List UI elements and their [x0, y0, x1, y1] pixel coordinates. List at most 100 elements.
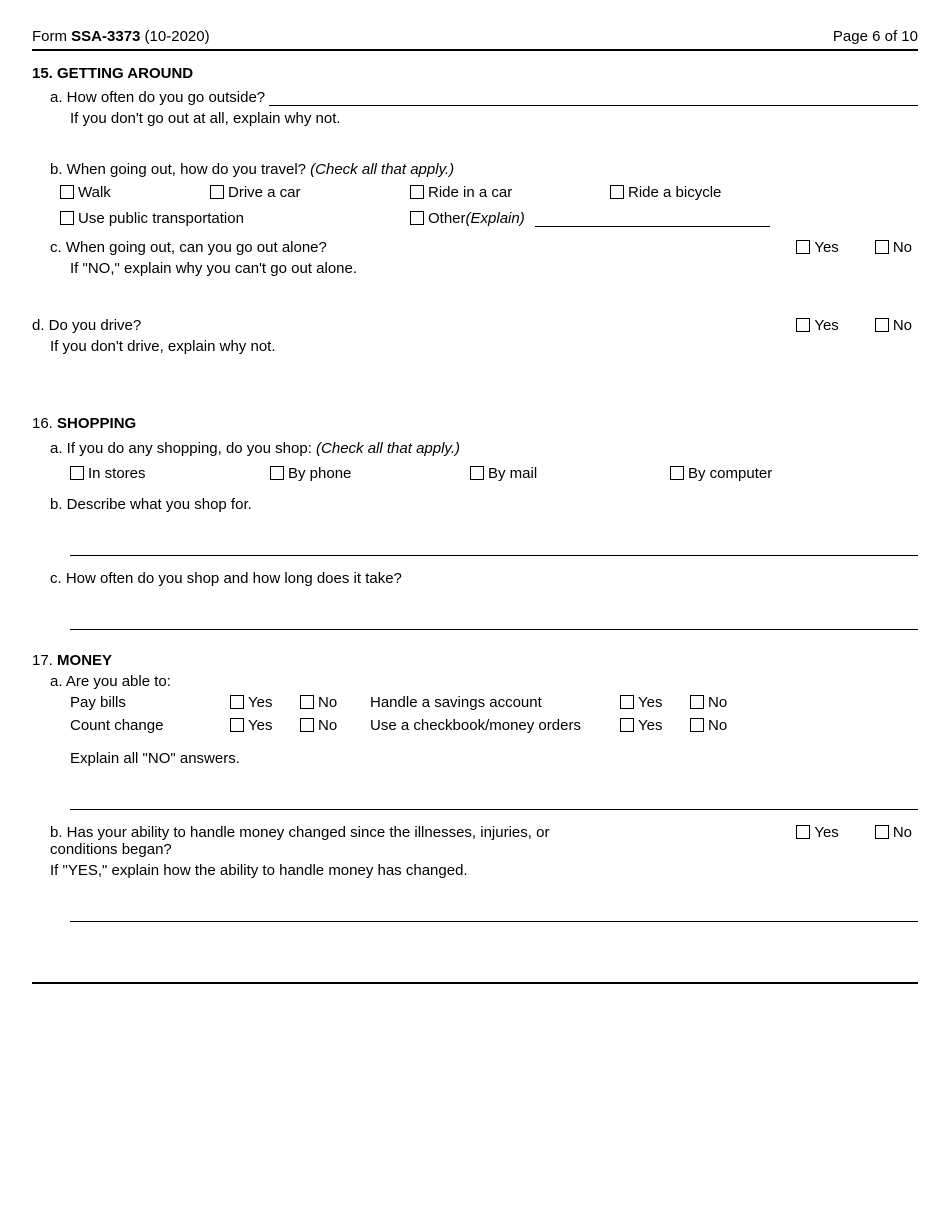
- savings-no[interactable]: No: [690, 694, 754, 711]
- no-label: No: [318, 694, 337, 711]
- q16c-input-line[interactable]: [70, 629, 918, 630]
- q16c-text: c. How often do you shop and how long do…: [50, 570, 918, 587]
- checkbox-icon: [470, 466, 484, 480]
- no-label: No: [893, 239, 912, 256]
- checkbox-icon: [70, 466, 84, 480]
- checkbox-icon: [875, 318, 889, 332]
- paybills-no[interactable]: No: [300, 694, 364, 711]
- q17b-yes[interactable]: Yes: [796, 824, 838, 841]
- form-id-block: Form SSA-3373 (10-2020): [32, 28, 210, 45]
- form-number: SSA-3373: [71, 28, 140, 45]
- checkbox-ride-car-label: Ride in a car: [428, 184, 512, 201]
- q17b-sub: If "YES," explain how the ability to han…: [50, 862, 918, 879]
- checkbox-walk[interactable]: Walk: [60, 184, 204, 201]
- q15b-options-row1: Walk Drive a car Ride in a car Ride a bi…: [60, 184, 918, 201]
- q15c-yesno: Yes No: [796, 239, 918, 256]
- page-number: Page 6 of 10: [833, 28, 918, 45]
- checkbox-icon: [270, 466, 284, 480]
- checkbox-icon: [230, 695, 244, 709]
- yes-label: Yes: [814, 317, 838, 334]
- count-no[interactable]: No: [300, 717, 364, 734]
- yes-label: Yes: [638, 694, 662, 711]
- q16a-label: a. If you do any shopping, do you shop:: [50, 440, 316, 457]
- by-mail-label: By mail: [488, 465, 537, 482]
- checkbox-icon: [796, 825, 810, 839]
- q17b-input-line[interactable]: [70, 921, 918, 922]
- checkbox-transit-label: Use public transportation: [78, 210, 244, 227]
- checkbox-other-explain: (Explain): [466, 210, 525, 227]
- form-prefix: Form: [32, 28, 71, 45]
- q17-explain-line[interactable]: [70, 809, 918, 810]
- yes-label: Yes: [814, 239, 838, 256]
- q17b-no[interactable]: No: [875, 824, 912, 841]
- yes-label: Yes: [814, 824, 838, 841]
- checkbox-by-mail[interactable]: By mail: [470, 465, 664, 482]
- q15d-text: d. Do you drive?: [32, 317, 796, 334]
- checkbook-label: Use a checkbook/money orders: [370, 717, 620, 734]
- q15d-sub: If you don't drive, explain why not.: [50, 338, 918, 355]
- paybills-label: Pay bills: [70, 694, 230, 711]
- checkbox-other-label: Other: [428, 210, 466, 227]
- checkbox-icon: [410, 185, 424, 199]
- s17-num: 17.: [32, 652, 57, 669]
- checkbox-by-phone[interactable]: By phone: [270, 465, 464, 482]
- form-date: (10-2020): [140, 28, 209, 45]
- checkbox-icon: [300, 695, 314, 709]
- q15d-yes[interactable]: Yes: [796, 317, 838, 334]
- checkbox-transit[interactable]: Use public transportation: [60, 210, 404, 227]
- q15a-input-line[interactable]: [269, 88, 918, 106]
- q15c-sub: If "NO," explain why you can't go out al…: [70, 260, 918, 277]
- checkbox-drive[interactable]: Drive a car: [210, 184, 404, 201]
- q15b-label: b. When going out, how do you travel?: [50, 161, 310, 178]
- checkbox-icon: [410, 211, 424, 225]
- checkbox-icon: [875, 240, 889, 254]
- checkbox-other[interactable]: Other (Explain): [410, 210, 525, 227]
- checkbox-icon: [690, 695, 704, 709]
- checkbook-yes[interactable]: Yes: [620, 717, 684, 734]
- no-label: No: [708, 694, 727, 711]
- checkbox-by-computer[interactable]: By computer: [670, 465, 864, 482]
- q16a-hint: (Check all that apply.): [316, 440, 460, 457]
- count-label: Count change: [70, 717, 230, 734]
- checkbook-no[interactable]: No: [690, 717, 754, 734]
- s16-bold: SHOPPING: [57, 415, 136, 432]
- no-label: No: [708, 717, 727, 734]
- section-15-title: 15. GETTING AROUND: [32, 65, 918, 82]
- q16a-text: a. If you do any shopping, do you shop: …: [50, 440, 918, 457]
- q15c-no[interactable]: No: [875, 239, 912, 256]
- yes-label: Yes: [248, 717, 272, 734]
- checkbox-ride-car[interactable]: Ride in a car: [410, 184, 604, 201]
- q17b-text: b. Has your ability to handle money chan…: [50, 824, 610, 858]
- checkbox-bicycle[interactable]: Ride a bicycle: [610, 184, 804, 201]
- checkbox-drive-label: Drive a car: [228, 184, 301, 201]
- q15c-yes[interactable]: Yes: [796, 239, 838, 256]
- savings-yes[interactable]: Yes: [620, 694, 684, 711]
- checkbox-bicycle-label: Ride a bicycle: [628, 184, 721, 201]
- other-explain-input[interactable]: [535, 209, 770, 227]
- no-label: No: [893, 317, 912, 334]
- by-phone-label: By phone: [288, 465, 351, 482]
- q15a-row: a. How often do you go outside?: [50, 88, 918, 106]
- in-stores-label: In stores: [88, 465, 146, 482]
- checkbox-icon: [210, 185, 224, 199]
- count-yes[interactable]: Yes: [230, 717, 294, 734]
- checkbox-icon: [670, 466, 684, 480]
- q17b: b. Has your ability to handle money chan…: [50, 824, 918, 858]
- checkbox-icon: [796, 240, 810, 254]
- q17-explain: Explain all "NO" answers.: [70, 750, 918, 767]
- checkbox-icon: [230, 718, 244, 732]
- q16b-input-line[interactable]: [70, 555, 918, 556]
- q15d-no[interactable]: No: [875, 317, 912, 334]
- q15c-text: c. When going out, can you go out alone?: [50, 239, 796, 256]
- section-17-title: 17. MONEY: [32, 652, 918, 669]
- q15a-sub: If you don't go out at all, explain why …: [70, 110, 918, 127]
- money-grid: Pay bills Yes No Handle a savings accoun…: [70, 694, 918, 734]
- q15a-text: a. How often do you go outside?: [50, 89, 265, 106]
- paybills-yes[interactable]: Yes: [230, 694, 294, 711]
- q15b-text: b. When going out, how do you travel? (C…: [50, 161, 918, 178]
- no-label: No: [893, 824, 912, 841]
- checkbox-in-stores[interactable]: In stores: [70, 465, 264, 482]
- section-16-title: 16. SHOPPING: [32, 415, 918, 432]
- q17a-text: a. Are you able to:: [50, 673, 918, 690]
- yes-label: Yes: [248, 694, 272, 711]
